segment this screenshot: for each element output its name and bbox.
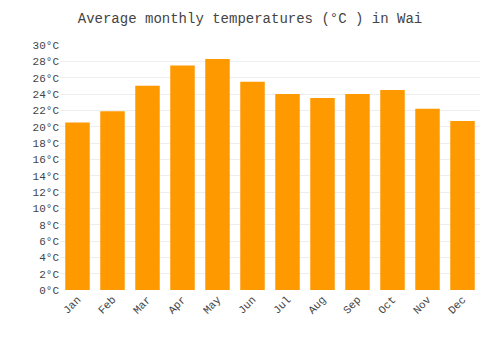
svg-text:Jul: Jul — [271, 294, 293, 316]
svg-text:30°C: 30°C — [33, 40, 60, 52]
svg-text:22°C: 22°C — [33, 105, 60, 117]
svg-text:0°C: 0°C — [39, 285, 59, 297]
svg-text:2°C: 2°C — [39, 269, 59, 281]
svg-text:10°C: 10°C — [33, 203, 60, 215]
svg-text:14°C: 14°C — [33, 171, 60, 183]
svg-text:Nov: Nov — [411, 294, 434, 317]
svg-text:May: May — [201, 294, 224, 317]
svg-text:18°C: 18°C — [33, 138, 60, 150]
svg-text:Average monthly temperatures (: Average monthly temperatures (°C ) in Wa… — [78, 11, 422, 27]
svg-text:16°C: 16°C — [33, 154, 60, 166]
svg-text:Dec: Dec — [446, 294, 468, 316]
svg-text:Apr: Apr — [166, 294, 188, 316]
svg-text:26°C: 26°C — [33, 73, 60, 85]
svg-text:12°C: 12°C — [33, 187, 60, 199]
svg-text:24°C: 24°C — [33, 89, 60, 101]
svg-text:Feb: Feb — [96, 294, 118, 316]
svg-text:20°C: 20°C — [33, 122, 60, 134]
svg-text:Oct: Oct — [376, 294, 398, 316]
svg-text:Jan: Jan — [61, 294, 83, 316]
svg-text:Sep: Sep — [341, 294, 363, 316]
svg-text:Jun: Jun — [236, 294, 258, 316]
svg-text:Mar: Mar — [131, 294, 153, 316]
svg-text:6°C: 6°C — [39, 236, 59, 248]
svg-text:Aug: Aug — [306, 294, 328, 316]
svg-text:28°C: 28°C — [33, 56, 60, 68]
svg-text:4°C: 4°C — [39, 252, 59, 264]
svg-text:8°C: 8°C — [39, 220, 59, 232]
